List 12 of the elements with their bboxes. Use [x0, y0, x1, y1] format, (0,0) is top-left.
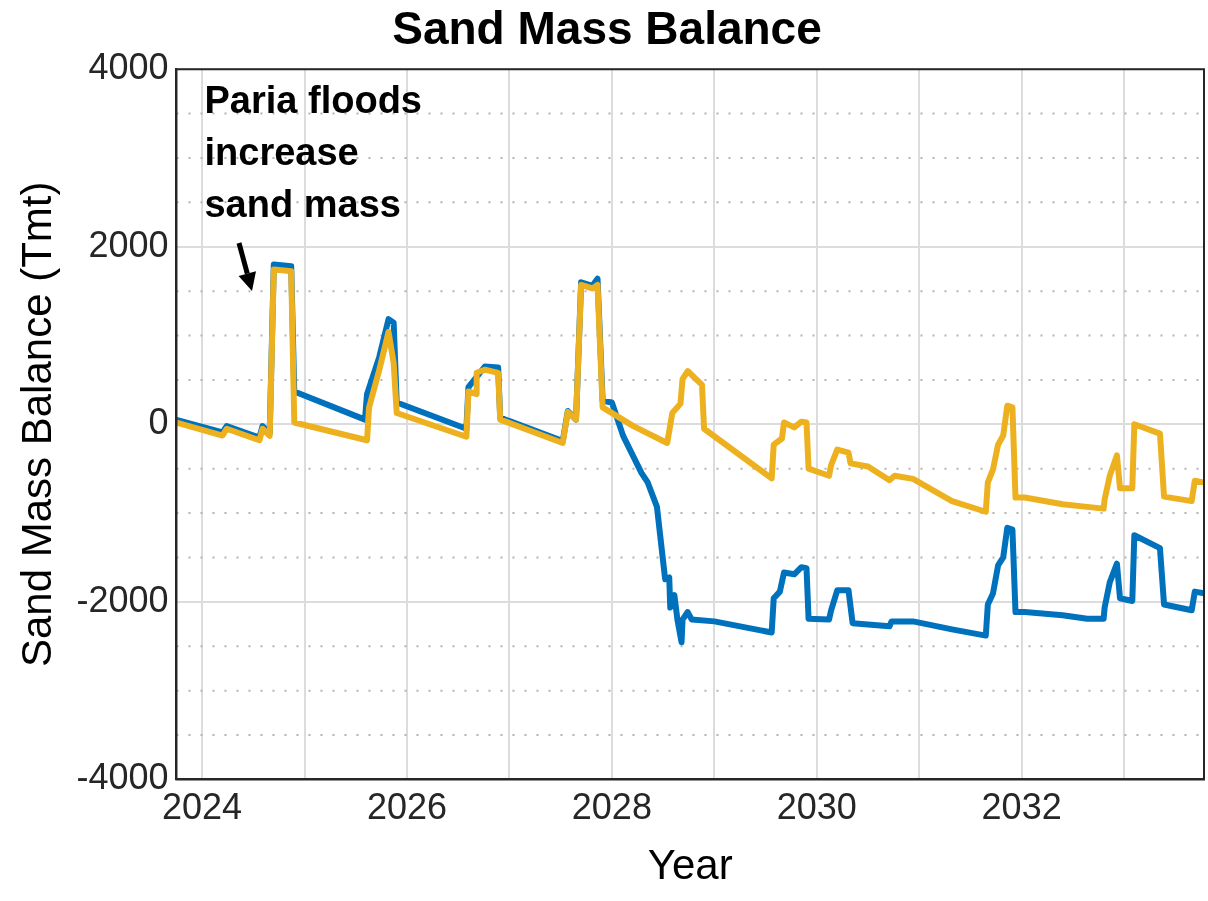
chart-title: Sand Mass Balance — [392, 2, 822, 55]
x-tick-label: 2030 — [776, 785, 857, 827]
y-tick-label: 4000 — [88, 46, 169, 88]
x-tick-label: 2026 — [366, 785, 448, 827]
annotation: Paria floods increase sand mass — [204, 78, 422, 225]
x-tick-label: 2028 — [571, 785, 652, 827]
x-tick-label: 2032 — [981, 785, 1062, 827]
x-axis-title: Year — [647, 841, 733, 889]
y-tick-label: -2000 — [76, 578, 169, 620]
y-tick-label: 0 — [148, 401, 169, 443]
y-tick-label: 2000 — [88, 223, 169, 265]
y-axis-title: Sand Mass Balance (Tmt) — [12, 181, 60, 668]
